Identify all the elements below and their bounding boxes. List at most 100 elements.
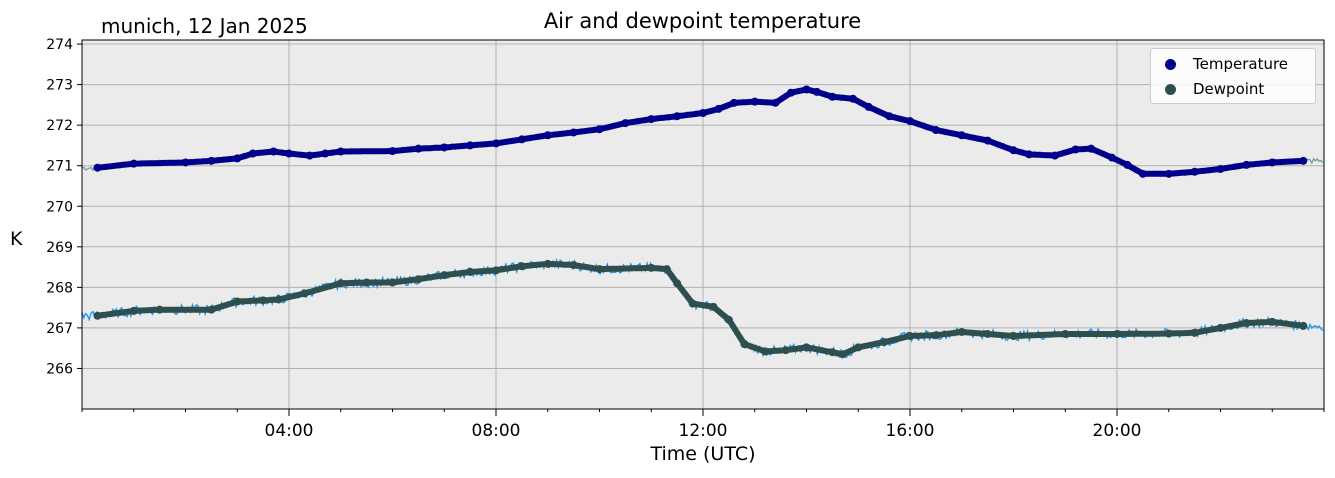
- data-point-temperature: [673, 112, 682, 121]
- data-point-dewpoint: [854, 343, 863, 352]
- axis-ticks: 266 267 268 269 270 271 272 273 274 04:00 08:00 12:…: [46, 37, 1325, 441]
- data-point-temperature: [233, 154, 242, 163]
- data-point-temperature: [492, 139, 500, 148]
- data-point-dewpoint: [1216, 323, 1225, 332]
- data-point-dewpoint: [466, 267, 475, 276]
- data-point-dewpoint: [838, 350, 847, 359]
- data-point-dewpoint: [1190, 328, 1199, 337]
- data-point-dewpoint: [414, 275, 423, 284]
- data-point-dewpoint: [543, 259, 552, 268]
- data-point-temperature: [931, 126, 940, 135]
- data-point-temperature: [730, 98, 739, 107]
- data-point-dewpoint: [1268, 317, 1277, 326]
- data-point-dewpoint: [300, 289, 309, 298]
- data-point-temperature: [802, 85, 811, 94]
- data-point-dewpoint: [207, 305, 216, 314]
- data-point-dewpoint: [761, 347, 770, 356]
- data-point-temperature: [569, 128, 578, 137]
- y-tick-label: 272: [46, 118, 73, 134]
- data-point-dewpoint: [492, 266, 500, 275]
- data-point-dewpoint: [129, 306, 138, 315]
- data-point-dewpoint: [1113, 329, 1121, 338]
- data-point-temperature: [1138, 169, 1147, 178]
- data-point-temperature: [957, 131, 966, 140]
- data-point-dewpoint: [983, 329, 992, 338]
- data-point-temperature: [305, 151, 314, 160]
- legend-marker-temperature: [1165, 58, 1176, 70]
- data-point-dewpoint: [1009, 332, 1018, 341]
- data-point-temperature: [269, 147, 278, 156]
- data-point-temperature: [1190, 167, 1199, 176]
- data-point-temperature: [885, 112, 894, 121]
- data-point-temperature: [1050, 151, 1059, 160]
- series-layer: [93, 85, 1308, 359]
- data-point-dewpoint: [740, 340, 749, 349]
- y-tick-label: 274: [46, 37, 73, 53]
- data-point-temperature: [517, 135, 526, 144]
- data-point-temperature: [714, 104, 723, 113]
- legend-item-temperature: Temperature: [1161, 54, 1288, 74]
- legend: Temperature Dewpoint: [1150, 48, 1316, 104]
- chart-title: Air and dewpoint temperature: [543, 9, 862, 33]
- data-point-dewpoint: [595, 265, 604, 274]
- y-tick-label: 270: [46, 199, 73, 215]
- chart-subtitle: munich, 12 Jan 2025: [101, 14, 308, 38]
- legend-label-dewpoint: Dewpoint: [1193, 80, 1265, 98]
- data-point-temperature: [699, 108, 707, 117]
- data-point-dewpoint: [93, 311, 102, 320]
- data-point-dewpoint: [781, 346, 790, 355]
- data-point-dewpoint: [662, 265, 671, 274]
- data-point-dewpoint: [1299, 321, 1308, 330]
- data-point-dewpoint: [440, 271, 449, 280]
- data-point-temperature: [1268, 158, 1277, 167]
- legend-label-temperature: Temperature: [1193, 55, 1289, 73]
- data-point-dewpoint: [155, 305, 164, 314]
- y-tick-label: 267: [46, 321, 73, 337]
- data-point-temperature: [414, 144, 423, 153]
- data-point-temperature: [812, 87, 821, 96]
- y-tick-label: 271: [46, 159, 73, 175]
- data-point-dewpoint: [828, 348, 837, 357]
- data-point-temperature: [1242, 160, 1251, 169]
- legend-marker-dewpoint: [1165, 83, 1176, 95]
- data-point-temperature: [1299, 156, 1308, 165]
- data-point-temperature: [1009, 146, 1018, 155]
- data-point-temperature: [129, 159, 138, 168]
- data-point-dewpoint: [673, 279, 682, 288]
- data-point-temperature: [1107, 153, 1116, 162]
- data-point-dewpoint: [880, 338, 889, 347]
- data-point-temperature: [906, 117, 914, 126]
- data-point-temperature: [1164, 169, 1173, 178]
- x-tick-label: 04:00: [265, 421, 314, 441]
- data-point-dewpoint: [336, 279, 345, 288]
- data-point-dewpoint: [724, 315, 733, 324]
- data-point-temperature: [983, 136, 992, 145]
- y-tick-label: 266: [46, 361, 73, 377]
- x-axis-label: Time (UTC): [650, 443, 756, 465]
- y-tick-label: 268: [46, 280, 73, 296]
- data-point-dewpoint: [1242, 319, 1251, 328]
- data-point-temperature: [1025, 150, 1034, 159]
- data-point-temperature: [828, 92, 837, 101]
- x-tick-label: 20:00: [1093, 421, 1142, 441]
- grid-lines: [82, 40, 1324, 409]
- data-point-temperature: [440, 143, 449, 152]
- data-point-temperature: [864, 102, 873, 111]
- data-point-temperature: [1087, 144, 1096, 153]
- series-line-dewpoint: [94, 260, 1307, 358]
- data-point-temperature: [1123, 160, 1132, 169]
- data-point-dewpoint: [709, 302, 718, 311]
- data-point-dewpoint: [274, 295, 283, 304]
- data-point-temperature: [336, 147, 345, 156]
- data-point-temperature: [285, 149, 293, 158]
- data-point-dewpoint: [906, 332, 914, 341]
- y-tick-label: 273: [46, 78, 73, 94]
- data-point-temperature: [786, 88, 795, 97]
- data-point-dewpoint: [259, 296, 268, 305]
- y-tick-label: 269: [46, 240, 73, 256]
- legend-item-dewpoint: Dewpoint: [1161, 79, 1264, 99]
- data-point-temperature: [543, 131, 552, 140]
- data-point-temperature: [771, 98, 780, 107]
- data-point-dewpoint: [569, 261, 578, 270]
